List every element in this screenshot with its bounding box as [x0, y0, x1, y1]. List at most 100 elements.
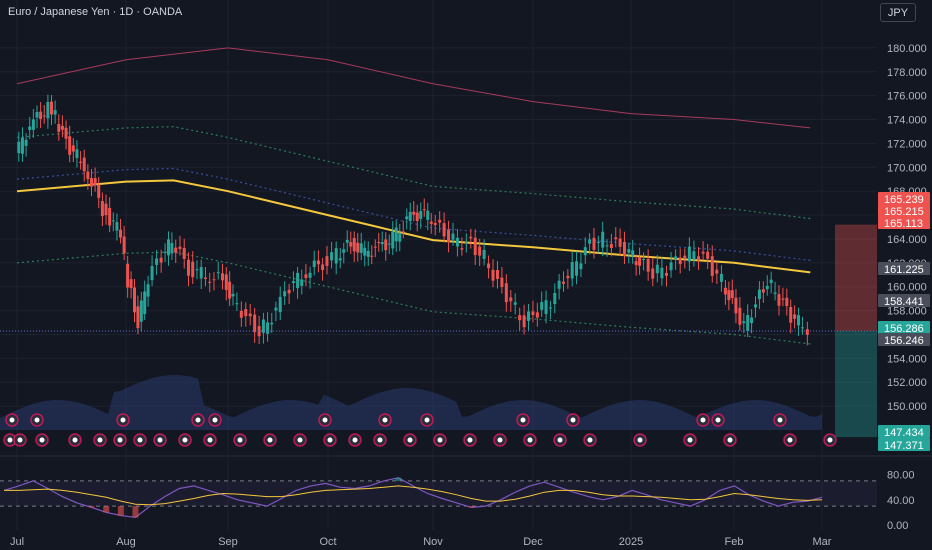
event-marker-dot [382, 417, 388, 423]
candle-body [482, 249, 486, 259]
candle-body [588, 239, 592, 244]
x-tick-label: Dec [523, 536, 543, 548]
candle-body [334, 248, 338, 264]
candle-body [687, 246, 691, 262]
candle-body [79, 161, 83, 163]
candle-body [697, 256, 701, 261]
rsi-tick-label: 0.00 [887, 520, 908, 532]
event-marker-dot [17, 437, 23, 443]
candle-body [734, 297, 738, 314]
event-marker-dot [557, 437, 563, 443]
event-marker-dot [322, 417, 328, 423]
candle-body [719, 273, 723, 282]
y-tick-label: 180.000 [887, 43, 927, 55]
y-tick-label: 150.000 [887, 401, 927, 413]
candle-body [683, 255, 687, 258]
candle-body [692, 251, 696, 260]
candle-body [146, 284, 150, 297]
event-marker-dot [212, 417, 218, 423]
candle-body [773, 292, 777, 294]
candle-body [473, 237, 477, 256]
candle-body [321, 264, 325, 270]
candle-body [174, 247, 178, 253]
candle-body [391, 231, 395, 249]
candle-body [349, 242, 353, 247]
currency-button[interactable]: JPY [880, 3, 916, 22]
price-tag-label: 165.215 [884, 206, 924, 218]
candle-body [274, 307, 278, 311]
rsi-oversold-fill [88, 506, 95, 508]
candle-body [638, 257, 642, 266]
candle-body [575, 261, 579, 276]
candle-body [308, 272, 312, 278]
candle-body [387, 243, 391, 245]
candle-body [82, 157, 86, 172]
candle-body [487, 263, 491, 269]
event-marker-dot [637, 437, 643, 443]
candle-body [89, 178, 93, 187]
rsi-oversold-fill [132, 506, 139, 518]
candle-body [163, 251, 167, 253]
event-marker-dot [587, 437, 593, 443]
candle-body [239, 310, 243, 318]
rsi-oversold-fill [468, 506, 475, 508]
price-tag [878, 204, 930, 217]
candle-body [115, 222, 119, 231]
candle-body [727, 290, 731, 301]
event-marker-dot [267, 437, 273, 443]
candle-body [592, 237, 596, 250]
price-tag [878, 321, 930, 334]
candle-body [220, 273, 224, 281]
candle-body [86, 171, 90, 180]
candle-body [345, 239, 349, 243]
candle-body [178, 246, 182, 249]
event-marker-dot [137, 437, 143, 443]
candle-body [195, 269, 199, 271]
rsi-tick-label: 80.00 [887, 470, 915, 482]
event-marker-dot [777, 417, 783, 423]
candle-body [601, 231, 605, 248]
candle-body [42, 115, 46, 117]
x-tick-label: Jul [10, 536, 24, 548]
candle-body [122, 236, 126, 254]
rsi-band [0, 480, 877, 507]
candle-body [495, 269, 499, 279]
candle-body [451, 233, 455, 240]
candle-body [60, 125, 64, 130]
rsi-oversold-fill [103, 506, 110, 513]
candle-body [605, 245, 609, 247]
candle-body [75, 149, 79, 158]
candle-body [757, 289, 761, 300]
candle-body [522, 315, 526, 328]
y-tick-label: 164.000 [887, 234, 927, 246]
candle-body [715, 269, 719, 274]
event-marker-dot [827, 437, 833, 443]
candle-body [723, 287, 727, 295]
x-tick-label: Feb [725, 536, 744, 548]
candle-body [108, 207, 112, 226]
candle-body [398, 233, 402, 242]
price-tag-label: 165.239 [884, 194, 924, 206]
price-tag-label: 147.434 [884, 427, 924, 439]
x-tick-label: Nov [423, 536, 443, 548]
event-marker-dot [195, 417, 201, 423]
candle-body [266, 322, 270, 334]
candle-body [97, 184, 101, 198]
candle-body [655, 264, 659, 274]
candle-body [609, 243, 613, 248]
symbol-title[interactable]: Euro / Japanese Yen · 1D · OANDA [8, 6, 183, 18]
volume-area [0, 375, 822, 430]
candle-body [433, 222, 437, 225]
candle-body [39, 111, 43, 119]
event-marker-dot [72, 437, 78, 443]
ma-upper-line [16, 47, 811, 129]
candle-body [509, 297, 513, 302]
event-marker-dot [182, 437, 188, 443]
candle-body [244, 309, 248, 317]
candle-body [111, 220, 115, 222]
event-marker-dot [527, 437, 533, 443]
candle-body [553, 293, 557, 304]
event-marker-dot [437, 437, 443, 443]
event-marker-dot [9, 417, 15, 423]
candle-body [191, 261, 195, 278]
